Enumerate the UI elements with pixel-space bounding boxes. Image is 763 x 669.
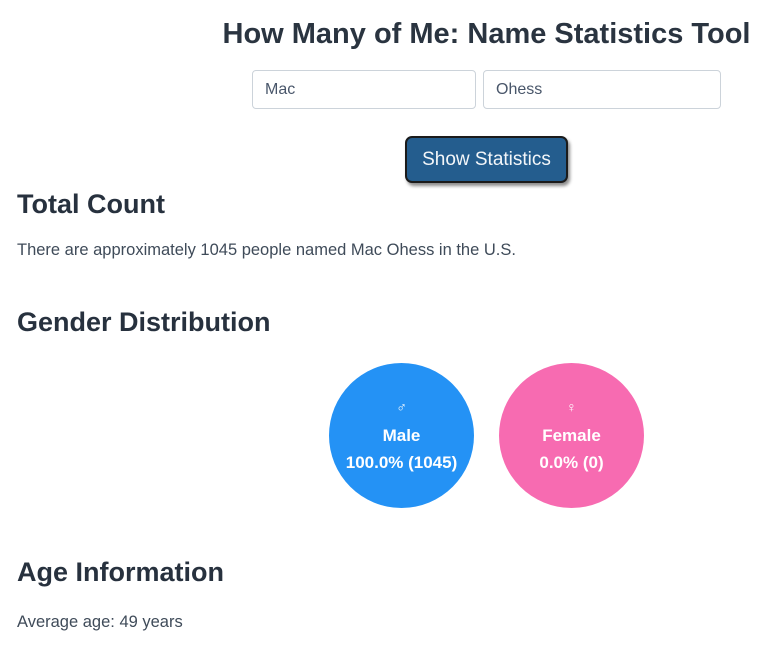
name-form xyxy=(0,70,763,109)
female-label: Female xyxy=(542,425,601,445)
female-icon: ♀ xyxy=(566,398,577,415)
male-percentage-value: 100.0% (1045) xyxy=(345,452,458,472)
show-statistics-button[interactable]: Show Statistics xyxy=(405,136,568,183)
header-form-zone: How Many of Me: Name Statistics Tool Sho… xyxy=(0,16,763,183)
age-information-heading: Age Information xyxy=(17,557,224,587)
total-count-heading: Total Count xyxy=(17,189,165,219)
female-circle: ♀ Female 0.0% (0) xyxy=(499,363,644,508)
male-icon: ♂ xyxy=(396,398,407,415)
male-label: Male xyxy=(382,425,421,445)
total-count-text: There are approximately 1045 people name… xyxy=(17,241,516,259)
page-title: How Many of Me: Name Statistics Tool xyxy=(222,18,751,50)
first-name-input[interactable] xyxy=(252,70,476,109)
gender-distribution-heading: Gender Distribution xyxy=(17,307,271,337)
gender-chart: ♂ Male 100.0% (1045) ♀ Female 0.0% (0) xyxy=(0,363,763,508)
last-name-input[interactable] xyxy=(483,70,721,109)
male-circle: ♂ Male 100.0% (1045) xyxy=(329,363,474,508)
female-percentage-value: 0.0% (0) xyxy=(539,452,604,472)
button-row: Show Statistics xyxy=(0,136,763,183)
average-age-text: Average age: 49 years xyxy=(17,613,183,631)
gender-chart-zone: ♂ Male 100.0% (1045) ♀ Female 0.0% (0) xyxy=(0,363,763,508)
